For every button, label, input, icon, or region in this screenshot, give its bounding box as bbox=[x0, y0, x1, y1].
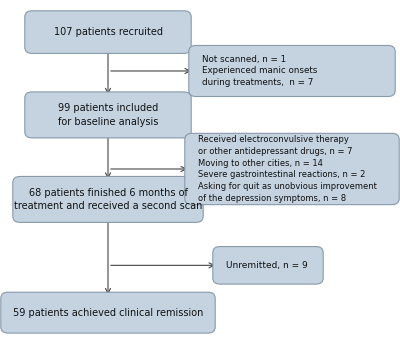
FancyBboxPatch shape bbox=[213, 247, 323, 284]
FancyBboxPatch shape bbox=[1, 292, 215, 333]
Text: 59 patients achieved clinical remission: 59 patients achieved clinical remission bbox=[13, 308, 203, 318]
Text: Unremitted, n = 9: Unremitted, n = 9 bbox=[226, 261, 308, 270]
FancyBboxPatch shape bbox=[25, 11, 191, 53]
FancyBboxPatch shape bbox=[185, 134, 399, 205]
Text: 99 patients included
for baseline analysis: 99 patients included for baseline analys… bbox=[58, 103, 158, 126]
Text: 68 patients finished 6 months of
treatment and received a second scan: 68 patients finished 6 months of treatme… bbox=[14, 188, 202, 211]
FancyBboxPatch shape bbox=[13, 176, 203, 222]
FancyBboxPatch shape bbox=[189, 45, 395, 97]
Text: Not scanned, n = 1
Experienced manic onsets
during treatments,  n = 7: Not scanned, n = 1 Experienced manic ons… bbox=[202, 55, 317, 87]
Text: Received electroconvulsive therapy
or other antidepressant drugs, n = 7
Moving t: Received electroconvulsive therapy or ot… bbox=[198, 135, 377, 203]
FancyBboxPatch shape bbox=[25, 92, 191, 138]
Text: 107 patients recruited: 107 patients recruited bbox=[54, 27, 162, 37]
